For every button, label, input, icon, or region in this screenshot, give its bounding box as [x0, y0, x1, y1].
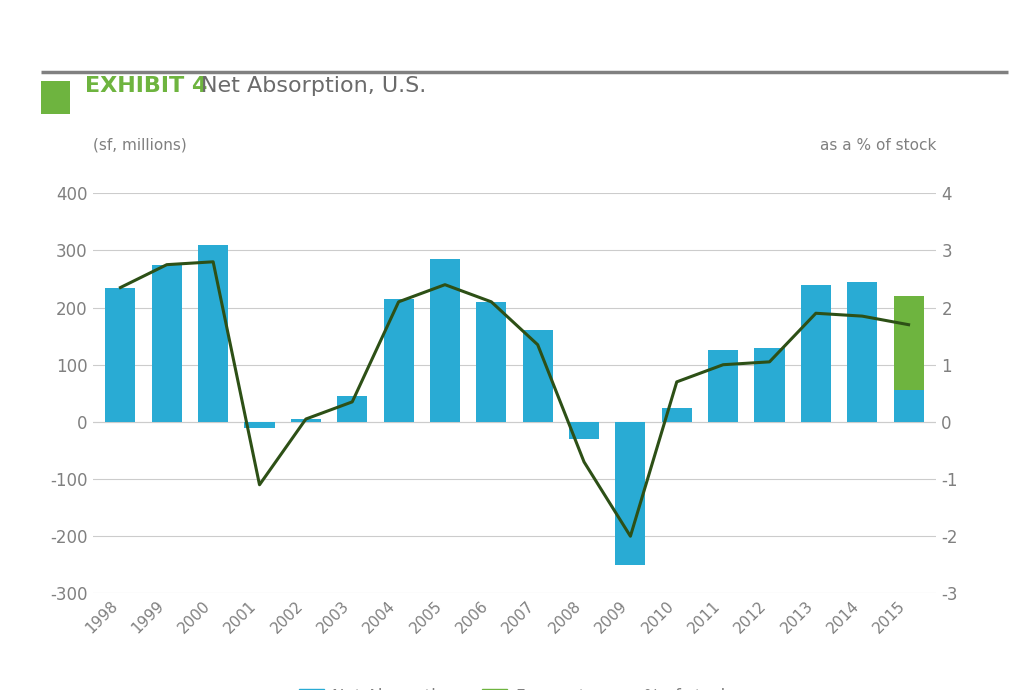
Bar [245, 422, 275, 428]
Bar [291, 419, 321, 422]
Bar [338, 396, 367, 422]
Bar [198, 245, 228, 422]
Text: Net Absorption, U.S.: Net Absorption, U.S. [201, 77, 426, 96]
Bar [708, 351, 738, 422]
Bar [893, 296, 924, 391]
Bar [754, 348, 784, 422]
Bar [662, 408, 691, 422]
Bar [105, 288, 136, 422]
Bar [801, 285, 830, 422]
Bar [476, 302, 506, 422]
Legend: Net Absorption, Forecast, % of stock: Net Absorption, Forecast, % of stock [292, 682, 737, 690]
Bar [847, 282, 878, 422]
Text: as a % of stock: as a % of stock [820, 138, 936, 153]
Text: EXHIBIT 4: EXHIBIT 4 [85, 77, 208, 96]
Bar [151, 265, 182, 422]
Bar [893, 391, 924, 422]
Bar [615, 422, 645, 565]
Bar [569, 422, 599, 439]
Bar [430, 259, 460, 422]
Text: (sf, millions): (sf, millions) [93, 138, 186, 153]
Bar [384, 299, 414, 422]
Bar [523, 331, 553, 422]
